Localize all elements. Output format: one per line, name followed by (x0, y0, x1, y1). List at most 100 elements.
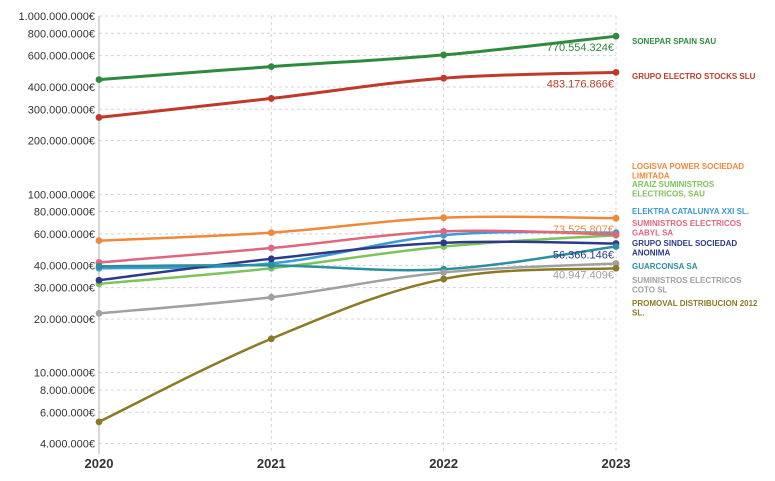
y-tick-label: 60.000.000€ (34, 229, 95, 241)
data-point (267, 261, 275, 269)
legend-label: GABYL SA (632, 229, 673, 238)
x-tick-label: 2020 (85, 456, 114, 471)
grid-layer (98, 15, 617, 454)
end-value-label: 40.947.409€ (553, 270, 614, 282)
legend-label: SUMINISTROS ELECTRICOS (632, 219, 742, 228)
y-tick-label: 300.000.000€ (28, 104, 95, 116)
data-point (267, 244, 275, 252)
data-point (267, 293, 275, 301)
data-point (440, 239, 448, 247)
x-tick-label: 2021 (257, 456, 286, 471)
data-point (440, 227, 448, 235)
legend: SONEPAR SPAIN SAU GRUPO ELECTRO STOCKS SL… (632, 37, 758, 318)
series-grupo-electro-stocks-slu (95, 68, 620, 121)
series-araiz-suministros-electricos-sau (95, 231, 620, 288)
y-tick-label: 600.000.000€ (28, 51, 95, 63)
series-line (97, 240, 618, 282)
y-axis: 4.000.000€ 6.000.000€ 8.000.000€ 10.000.000… (19, 11, 95, 451)
legend-label: LIMITADA (632, 172, 670, 181)
y-tick-label: 40.000.000€ (34, 260, 95, 272)
end-value-label: 73.525.807€ (553, 224, 614, 236)
series-suministros-electricos-gabyl-sa (95, 227, 620, 266)
series-line (97, 262, 618, 315)
legend-item: ELEKTRA CATALUNYA XXI SL. (632, 207, 749, 216)
data-label-layer: 770.554.324€ 483.176.866€ 73.525.807€ 56.36… (547, 42, 614, 281)
legend-label: GUARCONSA SA (632, 262, 698, 271)
data-point (267, 63, 275, 71)
data-point (267, 229, 275, 237)
data-point (95, 418, 103, 426)
x-axis: 2020 2021 2022 2023 (85, 16, 631, 471)
series-line (97, 267, 618, 424)
data-point (95, 276, 103, 284)
data-point (440, 51, 448, 59)
y-tick-label: 4.000.000€ (40, 439, 95, 451)
x-tick-label: 2022 (429, 456, 458, 471)
legend-item: GRUPO ELECTRO STOCKS SLU (632, 72, 756, 81)
y-tick-label: 800.000.000€ (28, 28, 95, 40)
data-point (612, 243, 620, 250)
data-point (612, 214, 620, 222)
legend-label: SONEPAR SPAIN SAU (632, 37, 716, 46)
series-line (97, 215, 618, 242)
series-logisva-power-sociedad-limitada (95, 214, 620, 245)
legend-item: GUARCONSA SA (632, 262, 698, 271)
end-value-label: 770.554.324€ (547, 42, 614, 54)
data-point (95, 237, 103, 245)
y-tick-label: 8.000.000€ (40, 385, 95, 397)
y-tick-label: 6.000.000€ (40, 407, 95, 419)
data-point (95, 76, 103, 83)
legend-label: PROMOVAL DISTRIBUCION 2012 (632, 299, 758, 308)
series-layer (95, 32, 620, 426)
legend-label: SUMINISTROS ELECTRICOS (632, 276, 742, 285)
data-point (95, 114, 103, 121)
legend-label: ARAIZ SUMINISTROS (632, 180, 715, 189)
series-line (97, 34, 618, 82)
y-tick-label: 200.000.000€ (28, 136, 95, 148)
series-line (97, 70, 618, 119)
legend-label: LOGISVA POWER SOCIEDAD (632, 162, 744, 171)
data-point (440, 74, 448, 82)
end-value-label: 56.366.146€ (553, 250, 614, 262)
legend-label: ANONIMA (632, 249, 670, 258)
y-tick-label: 10.000.000€ (34, 368, 95, 380)
series-sonepar-spain-sau (95, 32, 620, 83)
y-tick-label: 30.000.000€ (34, 283, 95, 295)
series-suministros-electricos-coto-sl (95, 260, 620, 317)
data-point (612, 260, 620, 267)
y-tick-label: 100.000.000€ (28, 189, 95, 201)
data-point (95, 262, 103, 270)
data-point (440, 214, 448, 222)
data-point (612, 68, 620, 76)
data-point (612, 32, 620, 40)
x-tick-label: 2023 (602, 456, 631, 471)
y-tick-label: 400.000.000€ (28, 82, 95, 94)
legend-label: SL. (632, 309, 644, 318)
series-line (97, 229, 618, 264)
series-line (97, 245, 618, 272)
data-point (440, 269, 448, 276)
legend-label: ELECTRICOS, SAU (632, 190, 705, 199)
series-line (97, 233, 618, 286)
legend-item: SONEPAR SPAIN SAU (632, 37, 716, 46)
y-tick-label: 1.000.000.000€ (19, 11, 95, 23)
legend-label: GRUPO ELECTRO STOCKS SLU (632, 72, 756, 81)
data-point (612, 231, 620, 238)
legend-label: GRUPO SINDEL SOCIEDAD (632, 239, 737, 248)
legend-label: ELEKTRA CATALUNYA XXI SL. (632, 207, 749, 216)
y-tick-label: 80.000.000€ (34, 207, 95, 219)
data-point (440, 275, 448, 283)
data-point (267, 95, 275, 102)
end-value-label: 483.176.866€ (547, 78, 614, 90)
data-point (267, 335, 275, 343)
data-point (95, 309, 103, 317)
data-point (612, 264, 620, 272)
y-tick-label: 20.000.000€ (34, 314, 95, 326)
data-point (267, 255, 275, 263)
